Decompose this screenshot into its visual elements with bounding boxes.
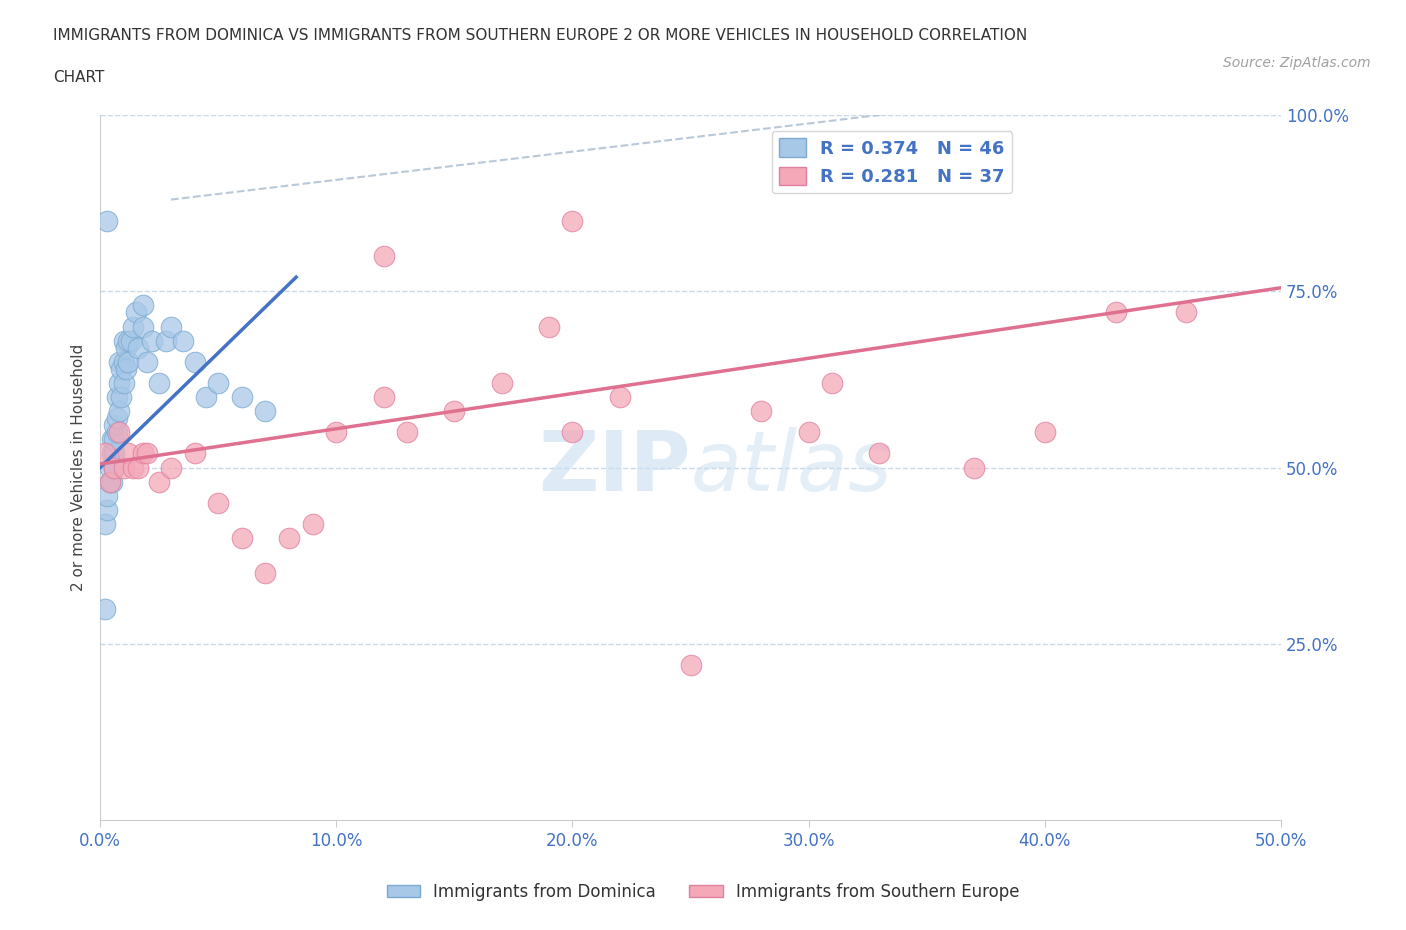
Point: [94, 446, 117, 461]
Point: [869, 446, 891, 461]
Point: [1033, 425, 1056, 440]
Point: [561, 213, 583, 228]
Point: [679, 658, 702, 672]
Point: [117, 333, 139, 348]
Point: [122, 319, 145, 334]
Point: [112, 333, 135, 348]
Point: [561, 425, 583, 440]
Point: [231, 531, 253, 546]
Point: [172, 333, 194, 348]
Text: atlas: atlas: [690, 427, 893, 508]
Text: CHART: CHART: [53, 70, 105, 85]
Point: [101, 446, 124, 461]
Point: [443, 404, 465, 418]
Point: [120, 333, 142, 348]
Point: [122, 460, 145, 475]
Point: [797, 425, 820, 440]
Y-axis label: 2 or more Vehicles in Household: 2 or more Vehicles in Household: [72, 344, 86, 591]
Point: [112, 460, 135, 475]
Point: [103, 418, 125, 432]
Point: [160, 319, 183, 334]
Text: IMMIGRANTS FROM DOMINICA VS IMMIGRANTS FROM SOUTHERN EUROPE 2 OR MORE VEHICLES I: IMMIGRANTS FROM DOMINICA VS IMMIGRANTS F…: [53, 28, 1028, 43]
Point: [751, 404, 773, 418]
Point: [325, 425, 347, 440]
Point: [108, 425, 131, 440]
Point: [105, 425, 128, 440]
Point: [821, 376, 844, 391]
Point: [183, 446, 205, 461]
Point: [112, 376, 135, 391]
Point: [127, 460, 149, 475]
Point: [301, 516, 323, 531]
Point: [131, 446, 153, 461]
Point: [141, 333, 163, 348]
Point: [195, 390, 218, 405]
Point: [537, 319, 560, 334]
Point: [98, 474, 121, 489]
Point: [491, 376, 513, 391]
Point: [254, 404, 277, 418]
Point: [94, 601, 117, 616]
Point: [94, 516, 117, 531]
Point: [148, 474, 170, 489]
Point: [231, 390, 253, 405]
Point: [98, 474, 121, 489]
Point: [207, 376, 229, 391]
Point: [103, 460, 125, 475]
Point: [131, 298, 153, 312]
Point: [183, 354, 205, 369]
Point: [98, 460, 121, 475]
Point: [110, 390, 132, 405]
Point: [136, 446, 159, 461]
Point: [96, 488, 118, 503]
Point: [127, 340, 149, 355]
Point: [155, 333, 177, 348]
Point: [609, 390, 631, 405]
Point: [278, 531, 301, 546]
Point: [103, 460, 125, 475]
Point: [396, 425, 419, 440]
Point: [96, 213, 118, 228]
Text: ZIP: ZIP: [538, 427, 690, 508]
Point: [1104, 305, 1126, 320]
Point: [108, 376, 131, 391]
Point: [103, 446, 125, 461]
Point: [108, 404, 131, 418]
Point: [110, 362, 132, 377]
Point: [105, 411, 128, 426]
Point: [96, 502, 118, 517]
Point: [117, 446, 139, 461]
Point: [115, 340, 138, 355]
Point: [254, 565, 277, 580]
Point: [101, 432, 124, 446]
Point: [207, 496, 229, 511]
Legend: R = 0.374   N = 46, R = 0.281   N = 37: R = 0.374 N = 46, R = 0.281 N = 37: [772, 131, 1012, 193]
Point: [103, 432, 125, 446]
Legend: Immigrants from Dominica, Immigrants from Southern Europe: Immigrants from Dominica, Immigrants fro…: [380, 876, 1026, 908]
Point: [108, 354, 131, 369]
Point: [101, 474, 124, 489]
Point: [117, 354, 139, 369]
Point: [148, 376, 170, 391]
Point: [963, 460, 986, 475]
Point: [160, 460, 183, 475]
Point: [1175, 305, 1198, 320]
Point: [373, 390, 395, 405]
Point: [115, 362, 138, 377]
Text: Source: ZipAtlas.com: Source: ZipAtlas.com: [1223, 56, 1371, 70]
Point: [131, 319, 153, 334]
Point: [105, 390, 128, 405]
Point: [124, 305, 146, 320]
Point: [136, 354, 159, 369]
Point: [373, 248, 395, 263]
Point: [112, 354, 135, 369]
